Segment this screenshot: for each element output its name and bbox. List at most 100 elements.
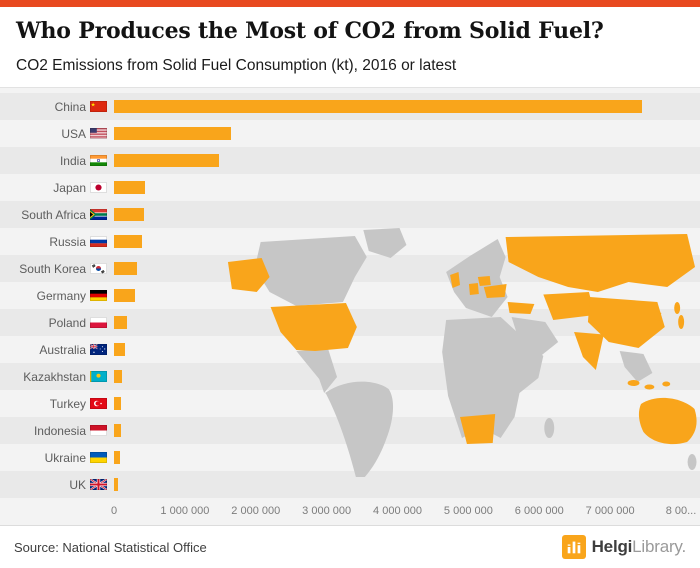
bar-au <box>114 343 125 356</box>
map-canada <box>254 236 367 306</box>
map-mexico <box>296 349 338 393</box>
country-label: Ukraine <box>44 450 86 465</box>
map-korea-highlight <box>654 311 662 321</box>
bar-track <box>114 289 681 302</box>
map-india-highlight <box>574 332 604 370</box>
x-tick-label: 6 000 000 <box>514 505 564 517</box>
map-turkey-highlight <box>507 302 535 314</box>
x-tick-label: 5 000 000 <box>443 505 493 517</box>
bar-kr <box>114 262 137 275</box>
map-japan-south-highlight <box>678 315 685 329</box>
bar-track <box>114 208 681 221</box>
chart-area: China USA India Japan South Africa Russia Sout… <box>0 88 700 525</box>
bar-kz <box>114 370 123 383</box>
map-indonesia-highlight <box>627 380 640 386</box>
x-tick-label: 1 000 000 <box>160 505 210 517</box>
logo-text-library: Library. <box>632 537 686 556</box>
chart-row: India <box>0 147 700 174</box>
chart-row: China <box>0 93 700 120</box>
map-south-africa-highlight <box>460 414 496 444</box>
country-label: Indonesia <box>33 423 86 438</box>
chart-row: Russia <box>0 228 700 255</box>
x-tick-label: 0 <box>110 505 118 517</box>
country-label: India <box>59 153 86 168</box>
x-tick-label: 8 00... <box>665 505 697 517</box>
chart-row: UK <box>0 471 700 498</box>
flag-id-icon <box>90 425 107 436</box>
bar-track <box>114 154 681 167</box>
bar-track <box>114 100 681 113</box>
chart-title: Who Produces the Most of CO2 from Solid … <box>16 18 604 44</box>
chart-row: Kazakhstan <box>0 363 700 390</box>
flag-jp-icon <box>90 182 107 193</box>
country-label: Poland <box>48 315 86 330</box>
map-poland-highlight <box>477 276 491 286</box>
chart-row: Australia <box>0 336 700 363</box>
map-china-highlight <box>587 297 665 348</box>
bar-track <box>114 316 681 329</box>
country-label: Germany <box>36 288 86 303</box>
chart-row: Poland <box>0 309 700 336</box>
flag-gb-icon <box>90 479 107 490</box>
country-label: South Korea <box>19 261 86 276</box>
helgi-logo-icon <box>561 535 586 559</box>
country-label: Australia <box>39 342 86 357</box>
bar-cn <box>114 100 643 113</box>
bar-de <box>114 289 136 302</box>
chart-row: USA <box>0 120 700 147</box>
bar-track <box>114 451 681 464</box>
flag-kr-icon <box>90 263 107 274</box>
country-label: Kazakhstan <box>23 369 86 384</box>
map-greenland <box>363 228 407 258</box>
chart-row: South Africa <box>0 201 700 228</box>
logo-text: HelgiLibrary. <box>591 537 687 557</box>
country-label: Turkey <box>49 396 86 411</box>
map-ukraine-highlight <box>483 284 507 298</box>
chart-row: Turkey <box>0 390 700 417</box>
map-kazakhstan-highlight <box>543 292 595 320</box>
map-middle-east <box>511 317 559 357</box>
map-japan-highlight <box>674 302 681 314</box>
map-africa <box>442 317 544 438</box>
world-map <box>227 228 697 477</box>
flag-in-icon <box>90 155 107 166</box>
bar-us <box>114 127 231 140</box>
bar-jp <box>114 181 146 194</box>
bar-track <box>114 127 681 140</box>
logo-text-helgi: Helgi <box>591 537 633 556</box>
x-tick-label: 2 000 000 <box>231 505 281 517</box>
helgi-library-logo: HelgiLibrary. <box>561 535 687 559</box>
country-label: UK <box>69 477 86 492</box>
country-label: China <box>54 99 86 114</box>
map-indonesia-highlight <box>662 381 671 387</box>
flag-cn-icon <box>90 101 107 112</box>
bar-track <box>114 478 681 491</box>
map-madagascar <box>544 418 555 438</box>
bar-ru <box>114 235 143 248</box>
country-label: Russia <box>49 234 86 249</box>
chart-row: Japan <box>0 174 700 201</box>
chart-row: Ukraine <box>0 444 700 471</box>
x-tick-label: 3 000 000 <box>302 505 352 517</box>
map-se-asia <box>619 351 653 382</box>
footer: Source: National Statistical Office Helg… <box>0 525 700 568</box>
flag-ru-icon <box>90 236 107 247</box>
bar-track <box>114 424 681 437</box>
bar-rows: China USA India Japan South Africa Russia Sout… <box>0 93 700 498</box>
map-indonesia-highlight <box>644 384 655 390</box>
bar-in <box>114 154 219 167</box>
map-russia-highlight <box>505 234 696 292</box>
flag-us-icon <box>90 128 107 139</box>
bar-gb <box>114 478 119 491</box>
flag-za-icon <box>90 209 107 220</box>
bar-track <box>114 343 681 356</box>
flag-tr-icon <box>90 398 107 409</box>
bar-za <box>114 208 144 221</box>
flag-au-icon <box>90 344 107 355</box>
chart-row: South Korea <box>0 255 700 282</box>
map-south-america <box>325 381 394 477</box>
bar-tr <box>114 397 122 410</box>
bar-ua <box>114 451 120 464</box>
x-axis: 0 1 000 000 2 000 000 3 000 000 4 000 000 5 0… <box>110 505 696 520</box>
